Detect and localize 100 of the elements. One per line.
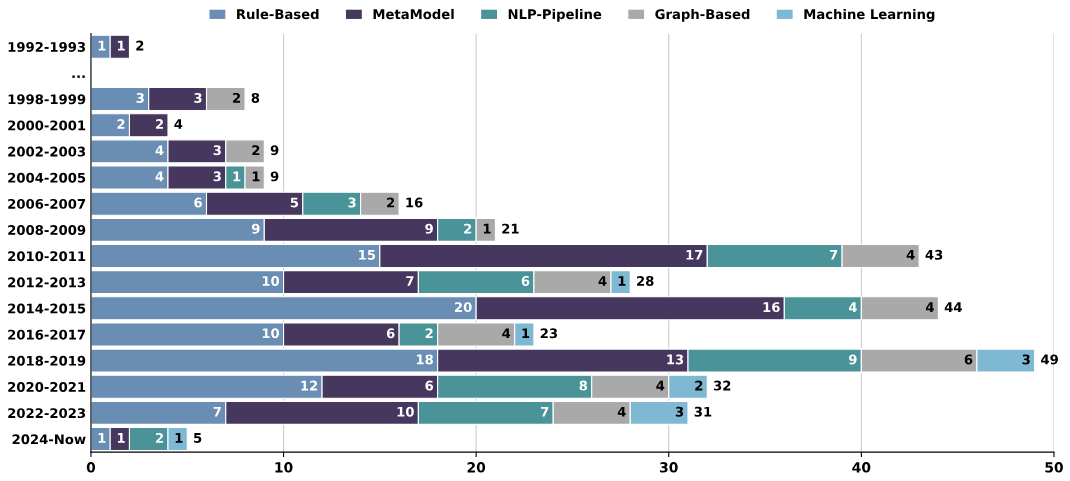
x-tick-label: 50 (1045, 462, 1063, 473)
data-label: 2 (425, 328, 433, 339)
data-label: 9 (251, 223, 260, 234)
y-tick-label: 1992-1993 (8, 41, 86, 52)
data-label: 18 (416, 354, 433, 365)
data-label: 3 (348, 197, 356, 208)
y-tick-label: 2004-2005 (8, 172, 86, 183)
data-label: 7 (406, 276, 414, 286)
total-label: 32 (713, 380, 731, 391)
data-label: 4 (925, 302, 934, 312)
data-label: 1 (117, 433, 125, 443)
data-label: 1 (233, 171, 241, 182)
total-label: 5 (194, 433, 202, 443)
data-label: 2 (117, 119, 125, 129)
y-tick-label: 2020-2021 (8, 381, 86, 392)
y-tick-label: 2010-2011 (8, 251, 86, 262)
legend-label: MetaModel (373, 8, 454, 20)
data-label: 12 (301, 380, 318, 391)
total-label: 4 (174, 119, 183, 129)
total-label: 21 (502, 223, 519, 234)
data-label: 9 (425, 223, 433, 234)
data-label: 1 (98, 433, 106, 443)
legend-label: Rule-Based (237, 8, 319, 20)
total-label: 49 (1041, 354, 1058, 365)
x-tick-label: 10 (275, 462, 293, 473)
data-label: 10 (262, 275, 280, 286)
data-label: 4 (906, 250, 915, 260)
total-label: 2 (136, 40, 144, 51)
x-tick-label: 0 (86, 462, 96, 473)
data-label: 1 (618, 276, 626, 286)
data-label: 2 (233, 92, 241, 103)
legend-label: Machine Learning (804, 8, 935, 22)
data-label: 4 (656, 380, 665, 391)
data-label: 3 (675, 406, 684, 417)
data-label: 8 (579, 380, 588, 391)
total-label: 43 (925, 249, 943, 260)
total-label: 9 (270, 145, 279, 156)
total-label: 16 (406, 197, 423, 208)
data-label: 4 (598, 276, 607, 286)
y-tick-label: 2024-Now (12, 434, 86, 445)
data-label: 6 (194, 197, 202, 208)
data-label: 2 (156, 119, 163, 129)
data-label: 3 (213, 171, 221, 182)
total-label: 31 (694, 406, 712, 417)
total-label: 44 (944, 302, 962, 312)
data-label: 9 (849, 354, 857, 365)
data-label: 3 (1022, 354, 1030, 365)
y-tick-label: 2000-2001 (8, 120, 86, 131)
data-label: 4 (155, 171, 164, 182)
data-label: 1 (175, 433, 183, 443)
data-label: 7 (213, 406, 221, 417)
legend-label: NLP-Pipeline (508, 8, 602, 22)
data-label: 6 (386, 328, 395, 339)
y-tick-label: 1998-1999 (8, 94, 86, 105)
data-label: 7 (829, 250, 838, 260)
data-label: 2 (156, 432, 163, 443)
data-label: 3 (136, 92, 144, 103)
data-label: 1 (117, 40, 125, 51)
data-label: 1 (252, 171, 260, 182)
data-label: 6 (521, 276, 530, 286)
data-label: 4 (502, 328, 511, 339)
data-label: 4 (617, 406, 626, 417)
x-tick-label: 20 (467, 462, 486, 473)
total-label: 8 (251, 92, 260, 103)
y-tick-label: ... (72, 75, 85, 78)
data-label: 3 (213, 145, 221, 156)
data-label: 16 (763, 302, 780, 313)
y-tick-label: 2006-2007 (8, 198, 86, 209)
data-label: 1 (522, 328, 530, 339)
y-tick-label: 2018-2019 (8, 355, 86, 366)
data-label: 13 (667, 354, 684, 365)
data-label: 1 (98, 40, 106, 51)
y-tick-label: 2014-2015 (8, 303, 86, 314)
data-label: 10 (397, 406, 414, 417)
total-label: 9 (270, 171, 279, 182)
legend-label: Graph-Based (655, 8, 750, 22)
x-tick-label: 30 (660, 462, 678, 473)
total-label: 23 (540, 328, 558, 339)
data-label: 4 (155, 145, 164, 156)
data-label: 20 (454, 302, 472, 313)
data-label: 6 (425, 380, 434, 391)
data-label: 17 (686, 250, 703, 260)
y-tick-label: 2012-2013 (8, 277, 86, 288)
data-label: 4 (848, 302, 857, 312)
total-label: 28 (637, 275, 654, 286)
data-label: 6 (964, 354, 973, 365)
y-tick-label: 2022-2023 (8, 408, 86, 419)
data-label: 2 (252, 145, 260, 156)
y-tick-label: 2008-2009 (8, 225, 86, 236)
data-label: 15 (359, 250, 376, 260)
data-label: 5 (290, 197, 299, 208)
y-tick-label: 2016-2017 (8, 329, 86, 340)
data-label: 1 (483, 223, 491, 234)
data-label: 10 (262, 328, 280, 339)
data-label: 3 (194, 92, 202, 103)
y-tick-label: 2002-2003 (8, 146, 86, 157)
data-label: 2 (387, 197, 395, 208)
data-label: 7 (541, 406, 549, 417)
data-label: 2 (695, 380, 703, 391)
x-tick-label: 40 (852, 462, 871, 473)
